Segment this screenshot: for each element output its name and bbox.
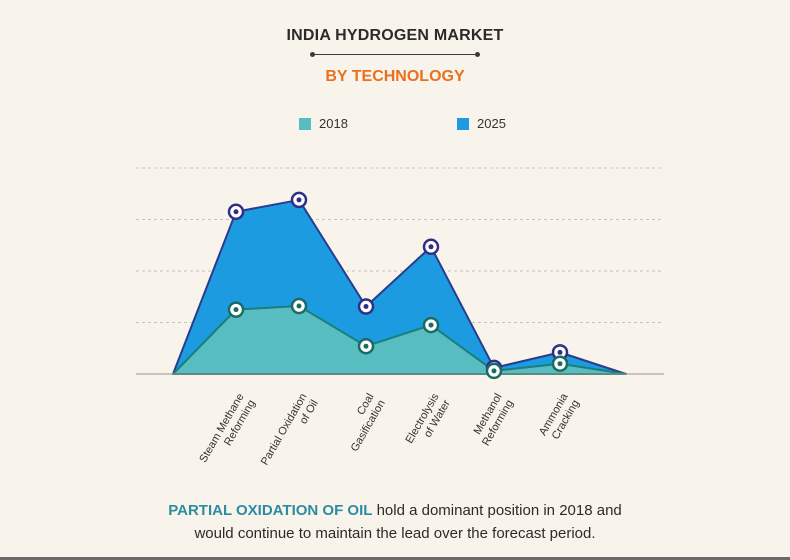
point-center-2018-2	[363, 343, 369, 349]
title-divider	[310, 52, 480, 57]
point-center-2025-1	[296, 197, 302, 203]
legend-label-2025: 2025	[477, 116, 506, 131]
bottom-bar	[0, 557, 790, 560]
legend-label-2018: 2018	[319, 116, 348, 131]
caption-line1: hold a dominant position in 2018 and	[372, 502, 622, 519]
x-tick-label-2: CoalGasification	[337, 392, 387, 454]
point-center-2025-3	[428, 244, 434, 250]
point-center-2025-0	[233, 209, 239, 215]
x-tick-label-4: MethanolReforming	[469, 392, 516, 448]
point-center-2018-5	[557, 361, 563, 367]
point-center-2018-0	[233, 307, 239, 313]
point-center-2025-2	[363, 304, 369, 310]
legend-item-2025: 2025	[457, 116, 506, 131]
x-tick-label-5: AmmoniaCracking	[537, 391, 582, 444]
chart-caption: PARTIAL OXIDATION OF OIL hold a dominant…	[0, 499, 790, 545]
point-center-2018-1	[296, 303, 302, 309]
point-center-2025-5	[557, 349, 563, 355]
legend-swatch-2025	[457, 117, 469, 130]
caption-highlight: PARTIAL OXIDATION OF OIL	[168, 502, 373, 519]
point-center-2018-3	[428, 322, 434, 328]
chart-title: INDIA HYDROGEN MARKET	[286, 27, 504, 44]
point-center-2018-4	[491, 368, 497, 374]
legend-swatch-2018	[299, 117, 311, 130]
x-tick-label-0: Steam MethaneReforming	[197, 392, 257, 472]
legend-item-2018: 2018	[299, 116, 348, 131]
caption-line2: would continue to maintain the lead over…	[194, 525, 596, 542]
x-tick-label-3: Electrolysisof Water	[403, 391, 453, 452]
x-tick-label-1: Partial Oxidationof Oil	[259, 392, 321, 474]
area-chart: Steam MethaneReforming Partial Oxidationo…	[136, 167, 664, 474]
chart-subtitle: BY TECHNOLOGY	[325, 68, 465, 85]
